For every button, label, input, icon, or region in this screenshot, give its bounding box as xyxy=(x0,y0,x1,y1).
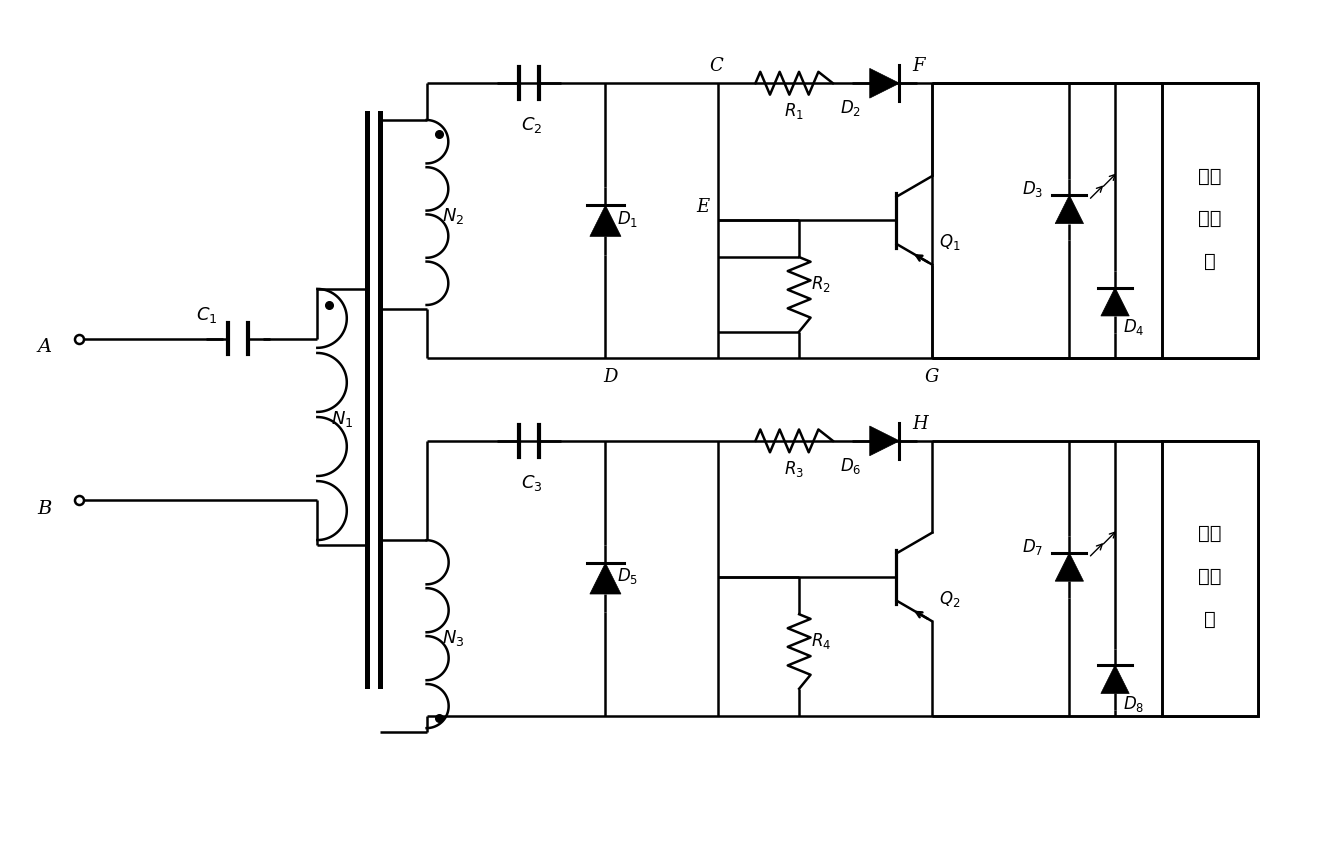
Text: $D_4$: $D_4$ xyxy=(1123,316,1145,337)
Text: $D_2$: $D_2$ xyxy=(840,98,861,118)
Text: $R_3$: $R_3$ xyxy=(785,459,805,479)
Bar xyxy=(1162,83,1259,359)
Text: E: E xyxy=(696,198,708,217)
Text: 功率: 功率 xyxy=(1198,525,1221,543)
Text: $D_6$: $D_6$ xyxy=(840,456,861,475)
Text: A: A xyxy=(37,338,51,356)
Text: $C_1$: $C_1$ xyxy=(195,305,217,325)
Text: 管: 管 xyxy=(1204,610,1216,629)
Text: $D_8$: $D_8$ xyxy=(1123,694,1145,714)
Text: $N_2$: $N_2$ xyxy=(442,206,463,226)
Polygon shape xyxy=(590,206,621,236)
Polygon shape xyxy=(870,69,900,98)
Text: $Q_1$: $Q_1$ xyxy=(939,232,960,252)
Text: 开关: 开关 xyxy=(1198,209,1221,228)
Text: $R_1$: $R_1$ xyxy=(785,101,805,121)
Text: $C_3$: $C_3$ xyxy=(521,473,542,492)
Text: 管: 管 xyxy=(1204,252,1216,271)
Text: $D_7$: $D_7$ xyxy=(1022,537,1043,558)
Polygon shape xyxy=(1101,665,1129,694)
Bar xyxy=(1162,441,1259,716)
Text: H: H xyxy=(912,415,928,433)
Polygon shape xyxy=(1101,288,1129,316)
Text: $R_2$: $R_2$ xyxy=(811,274,832,294)
Text: 功率: 功率 xyxy=(1198,167,1221,185)
Text: D: D xyxy=(604,368,617,387)
Text: $D_5$: $D_5$ xyxy=(617,567,639,586)
Text: B: B xyxy=(37,500,52,519)
Text: $N_1$: $N_1$ xyxy=(331,409,353,429)
Text: 开关: 开关 xyxy=(1198,567,1221,586)
Polygon shape xyxy=(870,426,900,456)
Text: F: F xyxy=(912,58,925,75)
Text: $C_2$: $C_2$ xyxy=(521,115,542,135)
Text: G: G xyxy=(924,368,939,387)
Text: $R_4$: $R_4$ xyxy=(811,631,832,651)
Polygon shape xyxy=(590,563,621,594)
Polygon shape xyxy=(1055,553,1083,581)
Text: $Q_2$: $Q_2$ xyxy=(939,589,960,609)
Polygon shape xyxy=(1055,195,1083,223)
Text: $D_3$: $D_3$ xyxy=(1022,179,1043,200)
Text: $D_1$: $D_1$ xyxy=(617,209,639,228)
Text: C: C xyxy=(710,58,723,75)
Text: $N_3$: $N_3$ xyxy=(442,628,463,648)
